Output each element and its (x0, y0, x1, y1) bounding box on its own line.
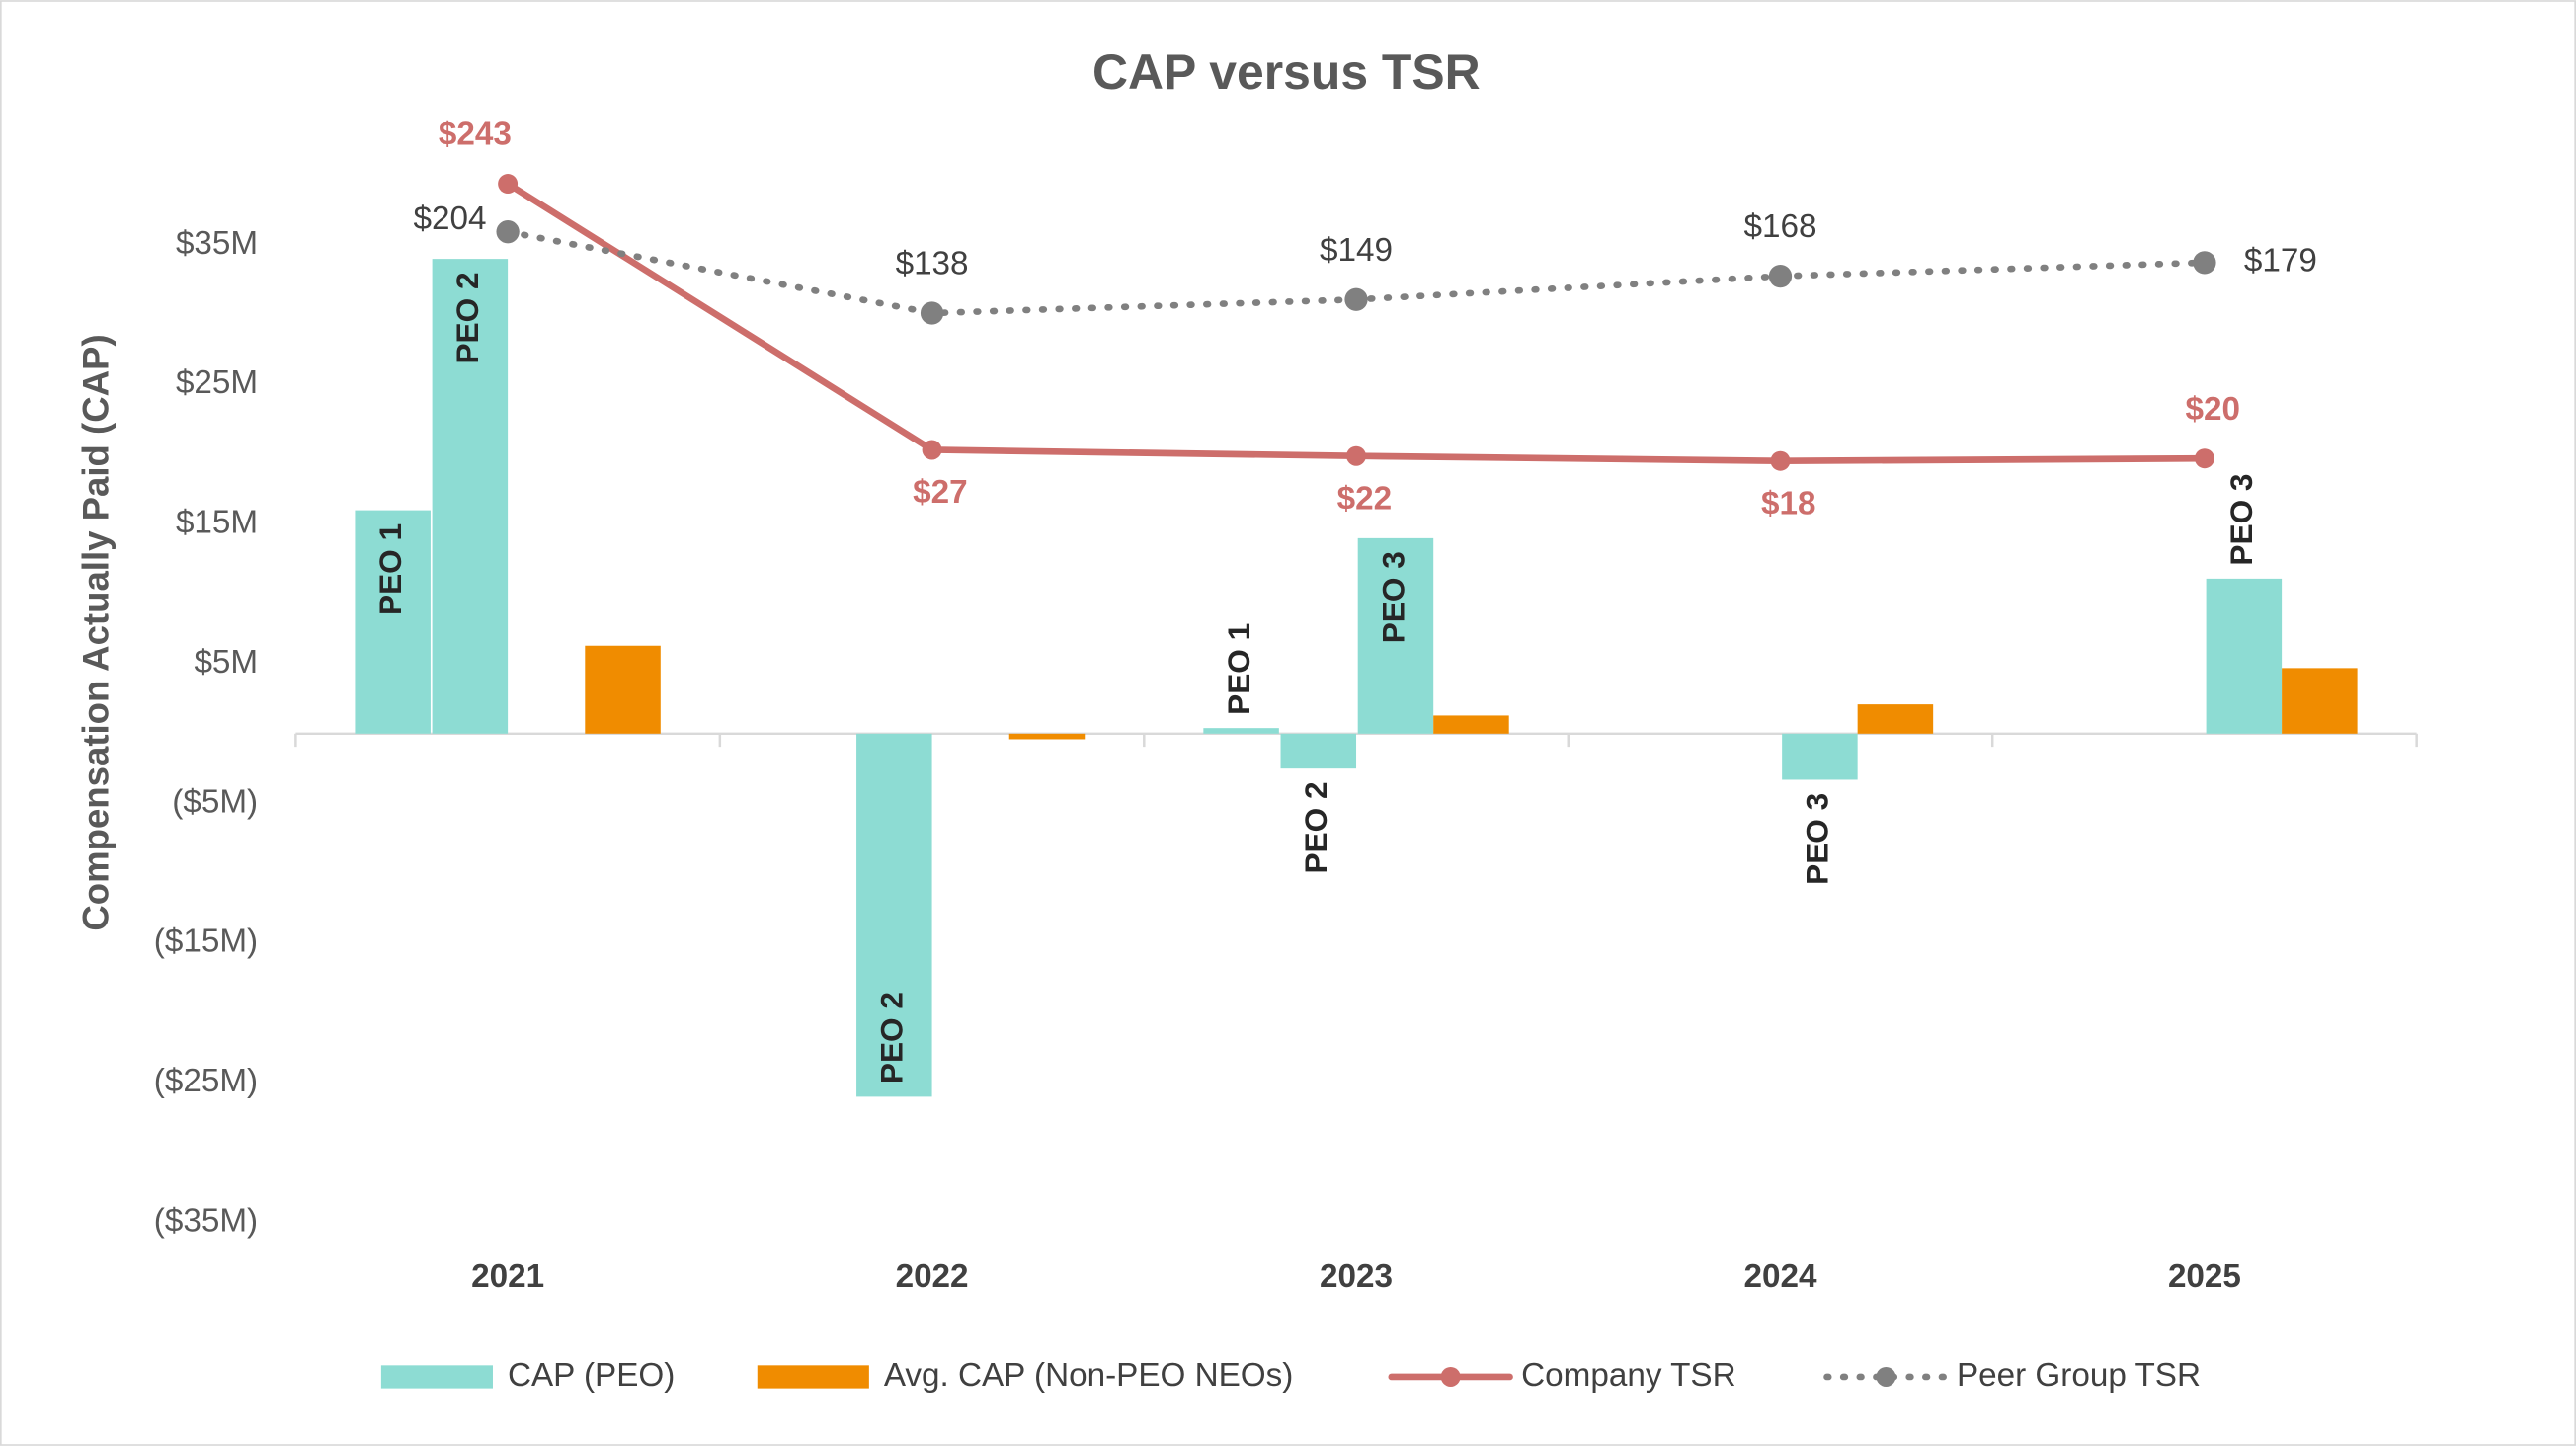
bar (1008, 733, 1086, 740)
y-axis-label: Compensation Actually Paid (CAP) (75, 334, 116, 930)
y-tick-label: $15M (176, 505, 258, 541)
bar (1857, 704, 1934, 734)
bar-label: PEO 2 (449, 272, 485, 363)
data-label: $20 (2186, 391, 2240, 428)
y-tick-label: $35M (176, 225, 258, 262)
data-label: $243 (439, 117, 512, 153)
data-label: $179 (2244, 243, 2317, 280)
legend-marker (1440, 1367, 1461, 1387)
line-point (498, 174, 519, 195)
chart-title: CAP versus TSR (1092, 44, 1481, 100)
bar-label: PEO 2 (1298, 781, 1333, 873)
x-tick-label: 2025 (2168, 1258, 2241, 1295)
y-tick-label: $5M (194, 644, 258, 681)
bar (432, 259, 509, 734)
x-tick-label: 2024 (1743, 1258, 1816, 1295)
x-tick-label: 2023 (1320, 1258, 1393, 1295)
data-label: $27 (913, 474, 967, 511)
bar (1782, 733, 1858, 780)
line-point (1344, 287, 1368, 311)
legend-label: CAP (PEO) (508, 1357, 675, 1394)
bar (355, 510, 431, 734)
data-label: $204 (414, 201, 487, 237)
data-label: $149 (1320, 232, 1393, 269)
data-label: $168 (1743, 208, 1816, 245)
bar-label: PEO 3 (1375, 551, 1410, 643)
bar (1357, 537, 1434, 734)
line-point (1346, 445, 1367, 466)
line-point (2193, 251, 2216, 275)
data-label: $22 (1337, 480, 1392, 517)
y-tick-label: ($35M) (154, 1202, 258, 1239)
legend-label: Company TSR (1521, 1357, 1735, 1394)
line-point (1768, 264, 1793, 288)
y-tick-label: ($5M) (172, 783, 258, 820)
bar (2206, 578, 2283, 734)
bar (585, 645, 661, 734)
line-point (922, 440, 942, 460)
y-tick-label: ($25M) (154, 1063, 258, 1099)
line-point (1770, 450, 1791, 471)
x-tick-label: 2021 (471, 1258, 544, 1295)
bar-label: PEO 1 (372, 523, 408, 615)
line-point (2194, 448, 2214, 469)
bar-label: PEO 3 (2223, 473, 2259, 565)
line-point (920, 301, 944, 325)
legend-label: Peer Group TSR (1957, 1357, 2201, 1394)
legend-marker (1876, 1367, 1896, 1387)
line-point (496, 220, 520, 244)
data-label: $18 (1761, 485, 1815, 522)
bar-label: PEO 1 (1221, 623, 1256, 715)
bar-label: PEO 2 (874, 992, 910, 1084)
legend-label: Avg. CAP (Non-PEO NEOs) (884, 1357, 1294, 1394)
bar (856, 733, 932, 1097)
bar (1433, 715, 1509, 734)
x-tick-label: 2022 (896, 1258, 969, 1295)
data-label: $138 (896, 246, 969, 282)
bar (2282, 668, 2358, 734)
legend-swatch (380, 1365, 493, 1389)
bar (1203, 728, 1279, 734)
legend-swatch (757, 1365, 869, 1389)
bar-label: PEO 3 (1800, 793, 1835, 885)
bar (1280, 733, 1357, 769)
y-tick-label: $25M (176, 364, 258, 401)
y-tick-label: ($15M) (154, 924, 258, 960)
